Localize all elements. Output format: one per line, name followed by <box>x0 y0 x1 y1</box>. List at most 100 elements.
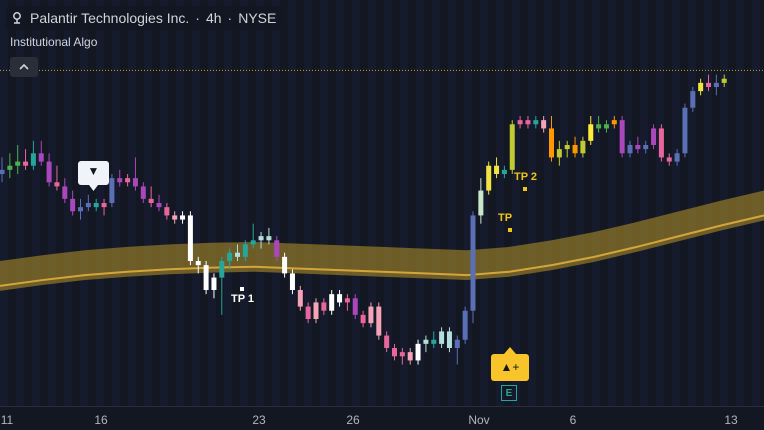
candle-body <box>344 298 350 303</box>
candle-body <box>509 124 515 170</box>
candle-body <box>352 298 358 315</box>
candle-body <box>454 339 460 348</box>
candle-body <box>132 178 138 187</box>
candle-body <box>211 277 217 290</box>
candle-body <box>62 186 68 199</box>
indicator-name[interactable]: Institutional Algo <box>10 35 98 49</box>
candle-body <box>0 169 5 174</box>
candle-body <box>611 120 617 125</box>
session-stripe <box>0 0 8 406</box>
candle-body <box>439 331 445 344</box>
candle-body <box>384 335 390 348</box>
candle-body <box>721 78 727 83</box>
candle-body <box>494 165 500 174</box>
candle-body <box>140 186 146 199</box>
candle-body <box>54 182 60 187</box>
separator: · <box>195 10 200 26</box>
session-stripe <box>128 0 136 406</box>
candle-body <box>666 157 672 162</box>
interval: 4h <box>205 10 222 26</box>
candle-body <box>337 294 343 303</box>
session-stripe <box>192 0 200 406</box>
session-stripe <box>624 0 632 406</box>
time-axis[interactable]: 11 16 23 26 Nov 6 13 <box>0 406 764 430</box>
candle-body <box>329 294 335 311</box>
x-tick: 23 <box>252 413 266 427</box>
sell-signal-badge[interactable]: ▼ <box>78 161 109 202</box>
session-stripe <box>640 0 648 406</box>
candle-body <box>219 261 225 278</box>
candle-body <box>368 306 374 324</box>
session-stripe <box>400 0 408 406</box>
candle-body <box>156 203 162 208</box>
session-stripe <box>560 0 568 406</box>
symbol-legend[interactable]: Palantir Technologies Inc. · 4h · NYSE <box>6 6 283 30</box>
session-stripe <box>240 0 248 406</box>
candle-body <box>274 240 280 257</box>
candle-body <box>203 265 209 290</box>
candle-body <box>713 82 719 87</box>
session-stripe <box>384 0 392 406</box>
candle-body <box>635 145 641 150</box>
tp1-label: TP 1 <box>231 293 255 305</box>
session-stripe <box>80 0 88 406</box>
collapse-button[interactable] <box>10 57 38 77</box>
candle-body <box>533 120 539 125</box>
candle-body <box>85 203 91 208</box>
session-stripe <box>528 0 536 406</box>
session-stripe <box>320 0 328 406</box>
candle-body <box>172 215 178 220</box>
candle-body <box>525 120 531 125</box>
session-stripe <box>176 0 184 406</box>
candle-body <box>7 165 13 170</box>
candle-body <box>282 256 288 274</box>
candle-body <box>38 153 44 162</box>
sell-signal-label: ▼ <box>87 164 100 178</box>
candle-body <box>305 306 311 319</box>
separator: · <box>227 10 233 26</box>
lock-icon <box>13 12 21 24</box>
session-stripe <box>496 0 504 406</box>
session-stripe <box>48 0 56 406</box>
candle-body <box>462 310 468 340</box>
session-stripe <box>288 0 296 406</box>
take-profit-marker <box>508 228 512 232</box>
candle-body <box>242 244 248 257</box>
candle-body <box>501 169 507 174</box>
x-tick: 13 <box>724 413 738 427</box>
session-stripe <box>352 0 360 406</box>
session-stripe <box>672 0 680 406</box>
candle-body <box>431 339 437 344</box>
candle-body <box>564 145 570 150</box>
session-stripe <box>480 0 488 406</box>
candle-body <box>674 153 680 162</box>
chevron-up-icon <box>19 63 29 70</box>
candle-body <box>30 153 36 166</box>
candle-body <box>23 161 29 166</box>
candle-body <box>580 140 586 154</box>
session-stripe <box>160 0 168 406</box>
candle-body <box>651 128 657 145</box>
candle-body <box>125 178 131 183</box>
candle-body <box>706 82 711 87</box>
candle-body <box>117 178 123 183</box>
x-tick: 16 <box>94 413 108 427</box>
price-chart[interactable] <box>0 0 764 406</box>
candle-body <box>78 207 83 212</box>
session-stripe <box>208 0 216 406</box>
candle-body <box>541 120 547 129</box>
exchange: NYSE <box>238 10 277 26</box>
session-stripe <box>576 0 584 406</box>
buy-signal-label: ▲+ <box>500 360 520 374</box>
buy-signal-badge[interactable]: ▲+ <box>491 347 529 388</box>
candle-body <box>658 128 664 158</box>
x-tick: 6 <box>569 413 577 427</box>
candle-body <box>258 236 264 241</box>
session-stripe <box>112 0 120 406</box>
candle-body <box>556 149 562 158</box>
candle-body <box>643 145 649 150</box>
candle-body <box>549 128 554 158</box>
candle-body <box>297 290 303 307</box>
earnings-marker[interactable]: E <box>501 385 517 401</box>
candle-body <box>101 203 107 208</box>
